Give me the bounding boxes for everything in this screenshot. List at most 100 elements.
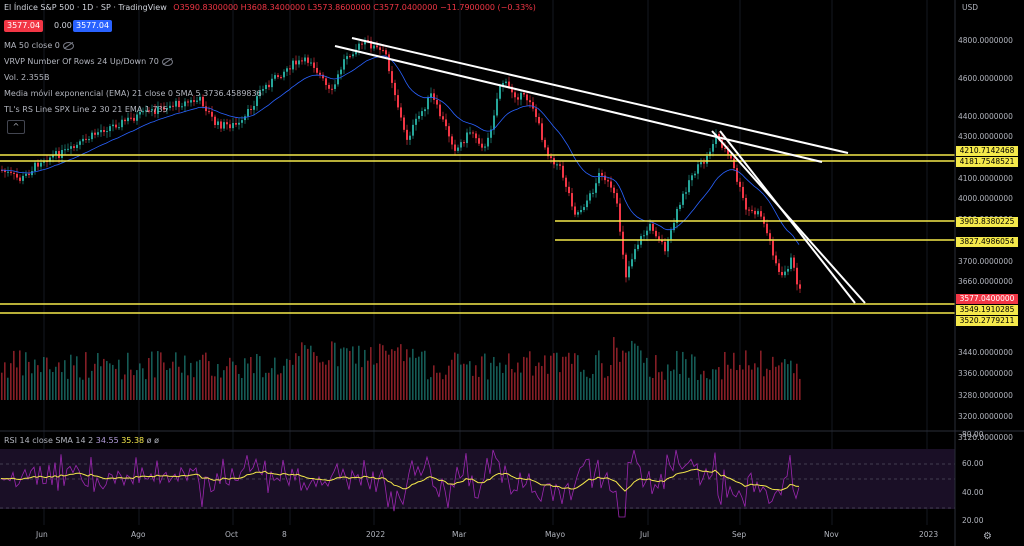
volume-bar bbox=[487, 379, 489, 400]
volume-bar bbox=[793, 373, 795, 400]
volume-bar bbox=[172, 361, 174, 400]
candle-body bbox=[256, 96, 258, 106]
candle-body bbox=[250, 108, 252, 110]
volume-bar bbox=[304, 345, 306, 400]
volume-bar bbox=[547, 373, 549, 400]
candle-body bbox=[313, 62, 315, 68]
collapse-legend-button[interactable]: ^ bbox=[7, 120, 25, 134]
candle-body bbox=[148, 110, 150, 112]
candle-body bbox=[472, 132, 474, 134]
candle-body bbox=[604, 175, 606, 181]
buy-price[interactable]: 3577.04 bbox=[73, 20, 113, 32]
candle-body bbox=[406, 129, 408, 140]
candle-body bbox=[688, 180, 690, 193]
volume-bar bbox=[85, 352, 87, 400]
candle-body bbox=[769, 233, 771, 241]
candle-body bbox=[145, 110, 147, 112]
volume-bar bbox=[721, 379, 723, 400]
volume-bar bbox=[40, 372, 42, 400]
volume-bar bbox=[772, 356, 774, 400]
volume-bar bbox=[76, 356, 78, 400]
candle-body bbox=[172, 105, 174, 107]
trendlines[interactable] bbox=[334, 37, 866, 304]
candle-body bbox=[43, 160, 45, 163]
indicator-ma50[interactable]: MA 50 close 0 bbox=[4, 41, 74, 51]
volume-bar bbox=[508, 353, 510, 400]
candle-body bbox=[292, 60, 294, 70]
candle-body bbox=[664, 241, 666, 252]
volume-bar bbox=[445, 374, 447, 400]
volume-bar bbox=[646, 357, 648, 400]
volume-bar bbox=[532, 375, 534, 400]
indicator-rs-line[interactable]: TL's RS Line SPX Line 2 30 21 EMA 1.735 bbox=[4, 105, 168, 115]
candle-body bbox=[670, 230, 672, 240]
candle-body bbox=[253, 105, 255, 110]
candle-body bbox=[121, 119, 123, 128]
volume-bar bbox=[433, 365, 435, 400]
indicator-vrvp[interactable]: VRVP Number Of Rows 24 Up/Down 70 bbox=[4, 57, 173, 67]
candle-body bbox=[271, 78, 273, 88]
ohlc-values: O3590.8300000 H3608.3400000 L3573.860000… bbox=[173, 3, 536, 12]
candle-body bbox=[520, 92, 522, 100]
volume-bar bbox=[631, 340, 633, 400]
volume-bar bbox=[319, 362, 321, 400]
rsi-axis-tick: 40.00 bbox=[962, 488, 984, 497]
candle-body bbox=[637, 244, 639, 250]
eye-hidden-icon[interactable] bbox=[62, 41, 74, 50]
volume-bar bbox=[259, 356, 261, 400]
volume-bar bbox=[328, 360, 330, 400]
indicator-volume[interactable]: Vol. 2.355B bbox=[4, 73, 49, 83]
candle-body bbox=[745, 197, 747, 210]
gear-icon[interactable]: ⚙ bbox=[983, 531, 992, 542]
volume-bar bbox=[253, 373, 255, 400]
candle-body bbox=[736, 168, 738, 182]
volume-bar bbox=[403, 361, 405, 400]
candle-body bbox=[778, 263, 780, 272]
candle-body bbox=[397, 95, 399, 108]
volume-bar bbox=[562, 356, 564, 400]
volume-bar bbox=[652, 378, 654, 400]
candle-body bbox=[28, 173, 30, 176]
candle-body bbox=[85, 138, 87, 140]
indicator-label: Media móvil exponencial (EMA) 21 close 0… bbox=[4, 89, 262, 98]
candle-body bbox=[463, 142, 465, 144]
price-axis-tick: 4300.0000000 bbox=[958, 132, 1013, 141]
volume-bar bbox=[151, 351, 153, 400]
volume-bar bbox=[91, 370, 93, 400]
volume-bar bbox=[28, 361, 30, 400]
volume-bar bbox=[184, 355, 186, 400]
candle-body bbox=[334, 84, 336, 89]
volume-bar bbox=[790, 360, 792, 400]
candle-body bbox=[352, 54, 354, 57]
rsi-axis-tick: 20.00 bbox=[962, 516, 984, 525]
candle-body bbox=[259, 90, 261, 97]
volume-bar bbox=[220, 377, 222, 400]
sell-price[interactable]: 3577.04 bbox=[4, 20, 44, 32]
volume-bar bbox=[160, 352, 162, 400]
candle-body bbox=[154, 109, 156, 114]
rsi-legend[interactable]: RSI 14 close SMA 14 2 34.55 35.38 ø ø bbox=[4, 436, 159, 445]
volume-bar bbox=[529, 351, 531, 400]
volume-bar bbox=[469, 361, 471, 400]
indicator-ema[interactable]: Media móvil exponencial (EMA) 21 close 0… bbox=[4, 89, 262, 99]
candle-body bbox=[382, 49, 384, 51]
eye-hidden-icon[interactable] bbox=[161, 57, 173, 66]
volume-bar bbox=[100, 366, 102, 400]
volume-bar bbox=[421, 351, 423, 400]
volume-bar bbox=[316, 355, 318, 400]
horizontal-levels[interactable] bbox=[0, 154, 955, 314]
candle-body bbox=[568, 186, 570, 194]
volume-bar bbox=[256, 353, 258, 400]
volume-bar bbox=[757, 367, 759, 400]
volume-bar bbox=[274, 357, 276, 400]
candle-body bbox=[301, 60, 303, 62]
candle-body bbox=[79, 141, 81, 145]
candle-body bbox=[97, 132, 99, 135]
indicator-label: VRVP Number Of Rows 24 Up/Down 70 bbox=[4, 57, 159, 66]
candle-body bbox=[685, 192, 687, 194]
candle-body bbox=[280, 77, 282, 79]
candle-body bbox=[502, 83, 504, 86]
candle-body bbox=[235, 123, 237, 125]
symbol-title[interactable]: El Índice S&P 500 · 1D · SP · TradingVie… bbox=[4, 3, 167, 12]
